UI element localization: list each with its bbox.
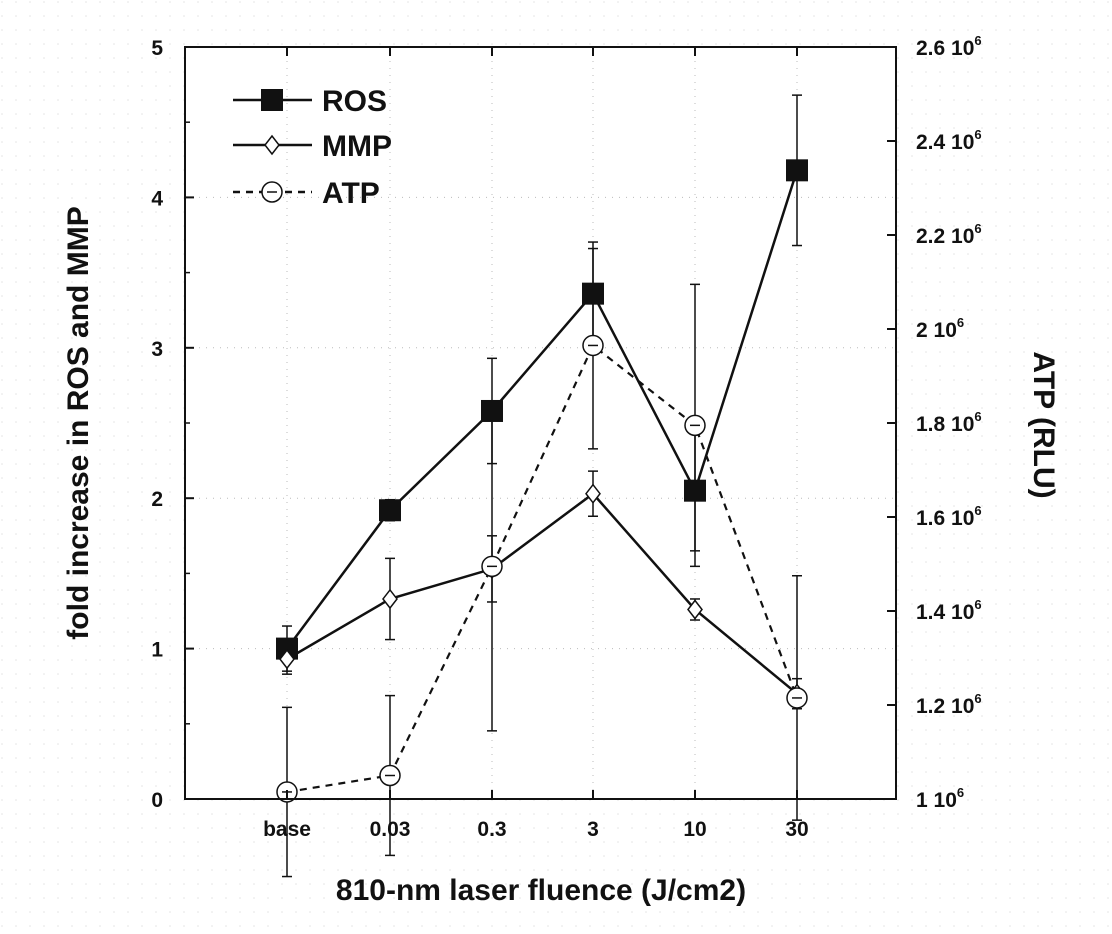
series-lines <box>285 169 799 794</box>
x-axis-tick-label: 0.3 <box>477 818 506 841</box>
mmp-series-line <box>286 491 798 695</box>
right-axis-tick-label: 1.6 106 <box>916 503 982 530</box>
right-axis-tick-label: 2 106 <box>916 315 964 342</box>
legend-marker-mmp <box>264 134 280 156</box>
atp-point <box>684 414 706 437</box>
axis-ticks <box>185 46 896 800</box>
mmp-point <box>382 588 398 610</box>
ros-series-line <box>285 169 799 650</box>
right-axis-tick-label: 1 106 <box>916 785 964 812</box>
x-axis-title: 810-nm laser fluence (J/cm2) <box>336 874 746 907</box>
left-axis-tick-label: 1 <box>151 639 163 662</box>
left-axis-tick-label: 4 <box>151 187 163 210</box>
left-axis-tick-label: 3 <box>151 338 163 361</box>
atp-series-line <box>286 343 799 794</box>
right-axis-tick-labels: 1 106 1.2 106 1.4 106 1.6 106 1.8 106 2 106 2.… <box>916 33 982 812</box>
legend-entry-mmp: MMP <box>233 130 392 163</box>
mmp-point <box>687 599 703 620</box>
ros-point <box>582 282 604 305</box>
mmp-point <box>585 483 601 504</box>
atp-point <box>379 764 401 787</box>
right-axis-tick-label: 2.4 106 <box>916 127 982 154</box>
plot-area <box>185 47 896 799</box>
right-axis-tick-label: 2.6 106 <box>916 33 982 60</box>
series-markers <box>276 159 808 803</box>
legend: ROS MMP ATP <box>233 85 392 210</box>
right-axis-tick-label: 2.2 106 <box>916 221 982 248</box>
ros-point <box>481 399 503 422</box>
x-axis-tick-label: 0.03 <box>370 818 411 841</box>
left-axis-tick-labels: 0 1 2 3 4 5 <box>151 37 163 812</box>
x-axis-tick-label: 30 <box>785 818 808 841</box>
left-axis-tick-label: 0 <box>151 789 163 812</box>
legend-entry-ros: ROS <box>233 85 387 118</box>
x-axis-tick-label: base <box>263 818 311 841</box>
atp-point <box>582 334 604 357</box>
right-axis-tick-label: 1.4 106 <box>916 597 982 624</box>
ros-point <box>379 499 401 522</box>
x-axis-tick-label: 3 <box>587 818 599 841</box>
legend-label-ros: ROS <box>322 85 387 118</box>
atp-point <box>481 555 503 578</box>
atp-point <box>786 687 808 709</box>
legend-entry-atp: ATP <box>233 177 380 210</box>
legend-label-atp: ATP <box>322 177 380 210</box>
ros-point <box>786 159 808 182</box>
left-axis-tick-label: 5 <box>151 37 163 60</box>
right-axis-tick-label: 1.2 106 <box>916 691 982 718</box>
legend-marker-ros <box>261 89 283 111</box>
right-axis-title: ATP (RLU) <box>1027 351 1060 498</box>
mmp-point <box>279 648 295 670</box>
ros-point <box>684 479 706 502</box>
left-axis-title: fold increase in ROS and MMP <box>62 206 95 639</box>
left-axis-tick-label: 2 <box>151 488 163 511</box>
legend-marker-atp <box>261 181 283 203</box>
legend-label-mmp: MMP <box>322 130 392 163</box>
ros-point <box>276 637 298 660</box>
x-axis-tick-labels: base 0.03 0.3 3 10 30 <box>263 818 809 841</box>
right-axis-tick-label: 1.8 106 <box>916 409 982 436</box>
x-axis-tick-label: 10 <box>683 818 706 841</box>
